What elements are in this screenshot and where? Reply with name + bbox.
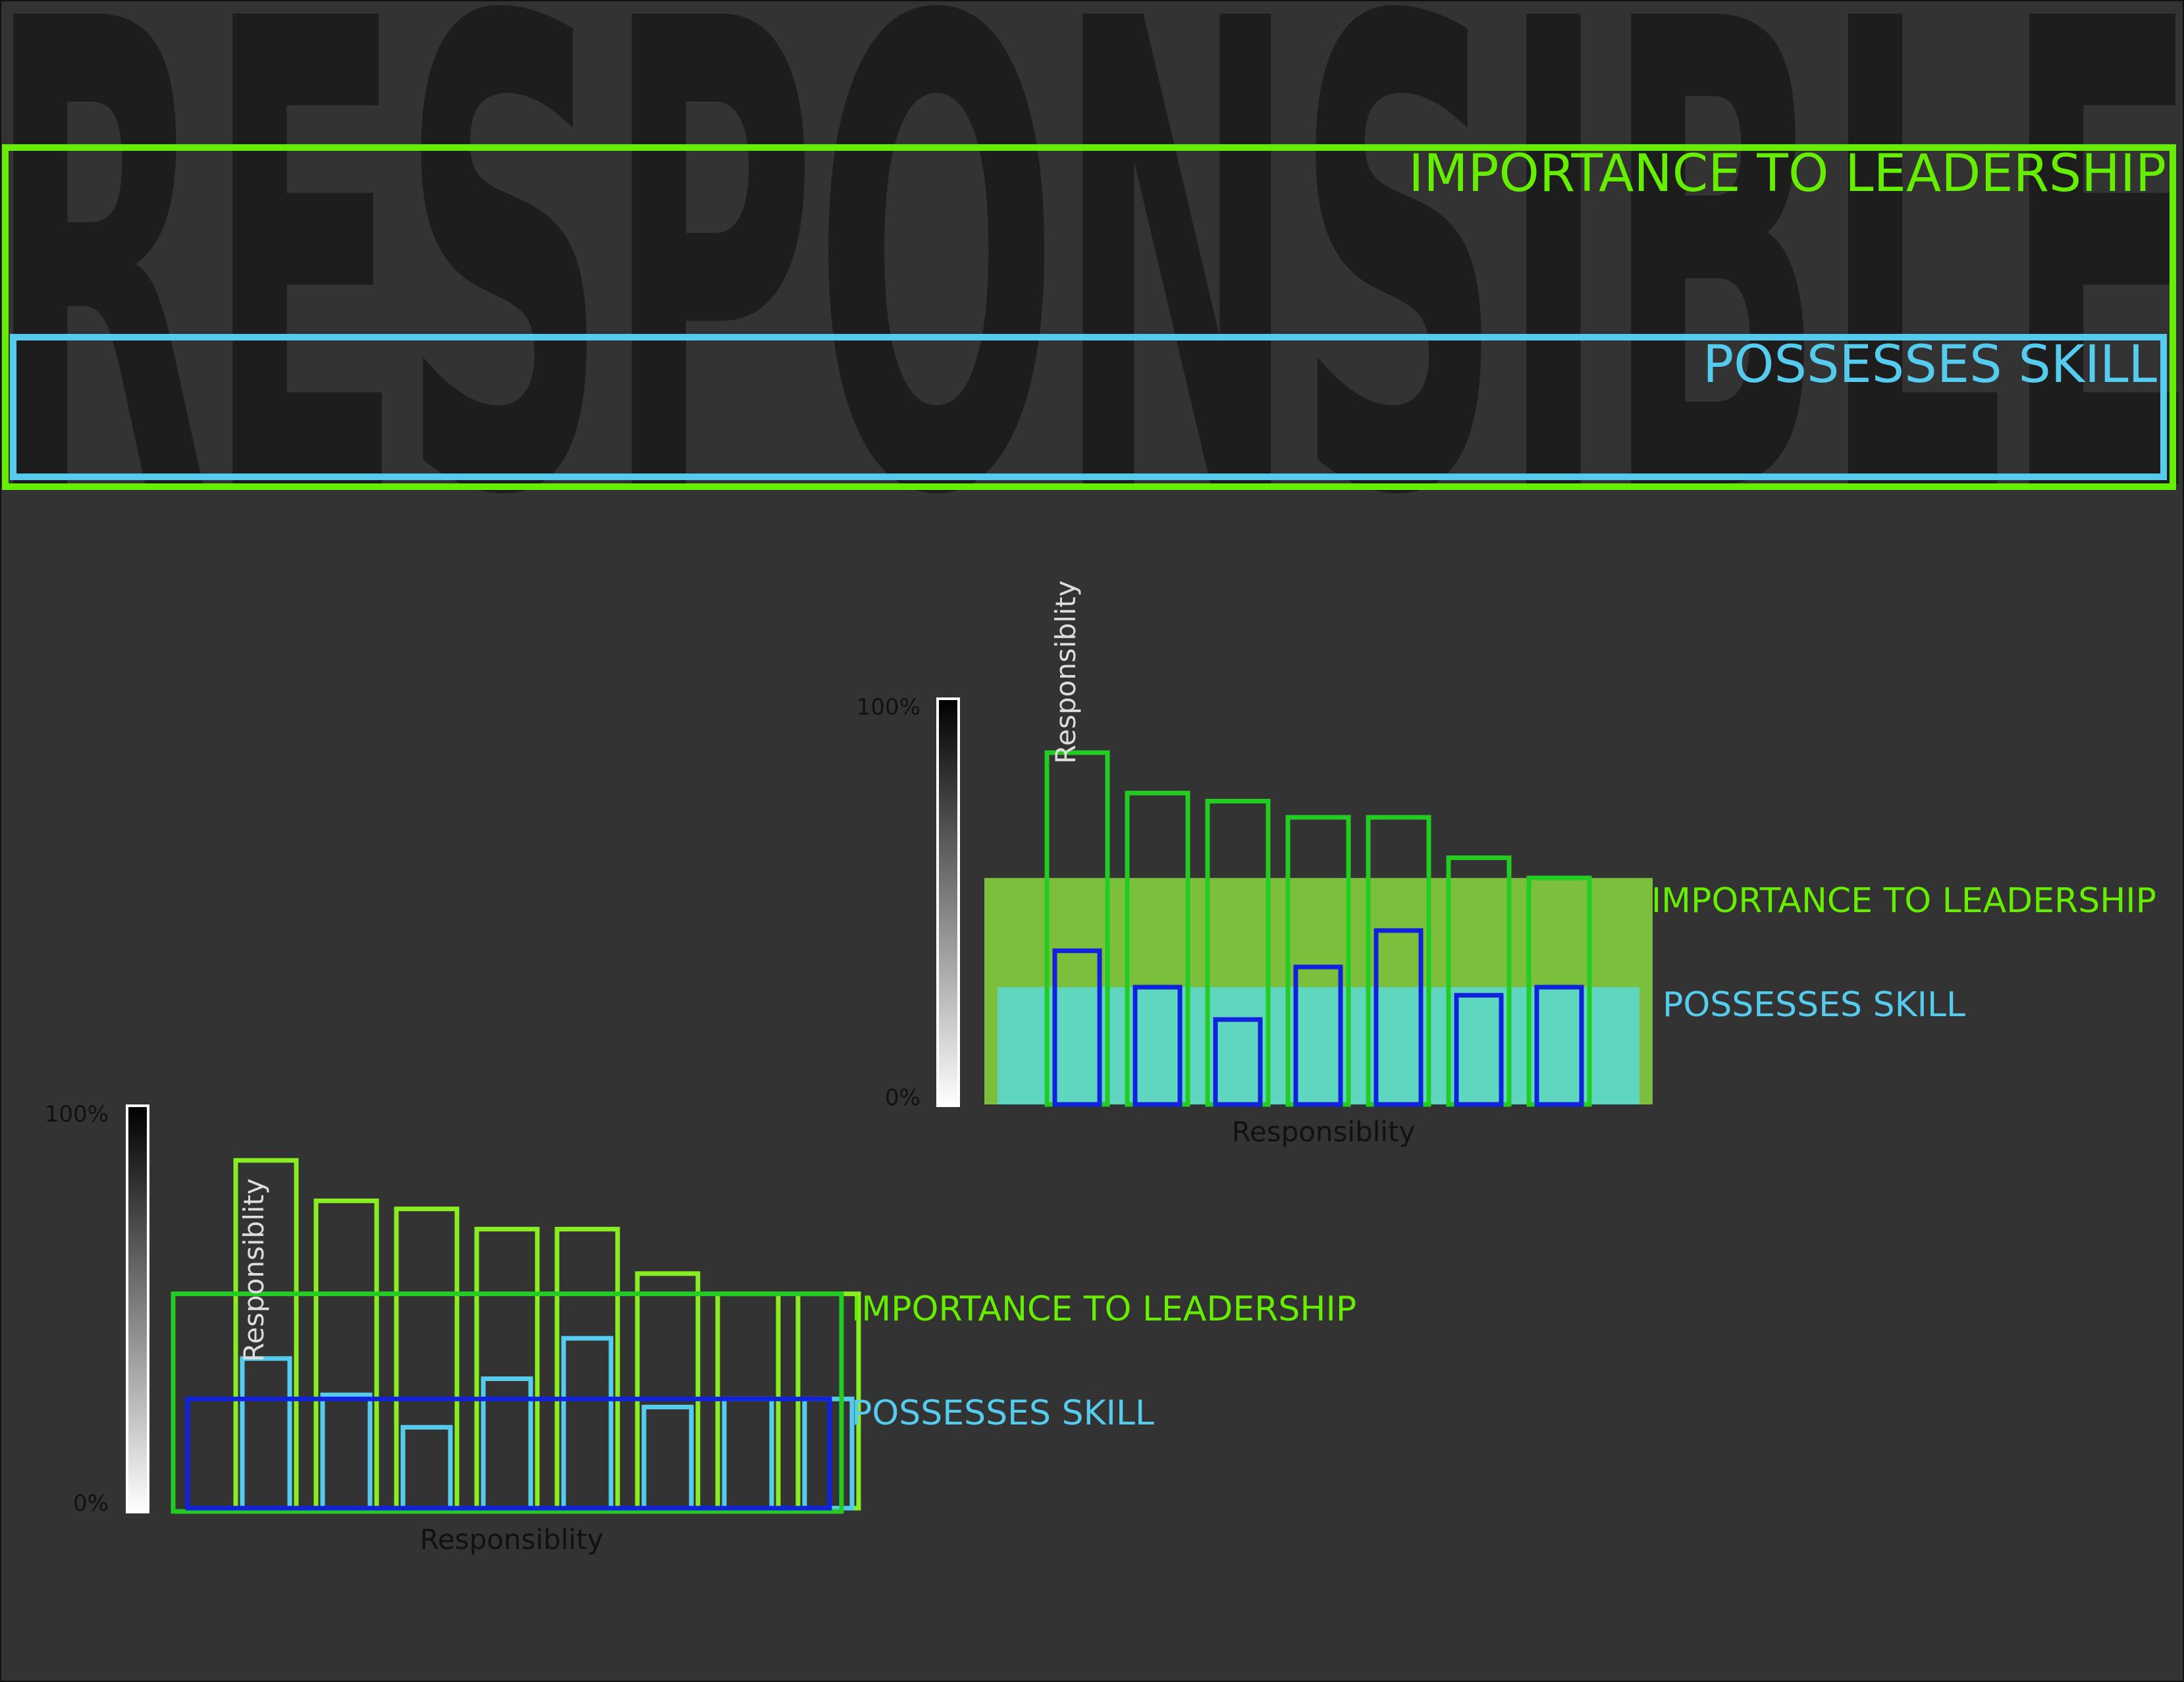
- chart-b-y-axis-label: Responsiblity: [238, 1178, 270, 1362]
- chart-b-skill-band: [185, 1396, 832, 1511]
- chart-b-y-top-label: 100%: [45, 1101, 109, 1127]
- chart-a-skill-bars: [1052, 928, 1584, 1107]
- chart-b-importance-band: [171, 1291, 844, 1514]
- skill-bar: [1454, 992, 1504, 1107]
- chart-a-importance-legend: IMPORTANCE TO LEADERSHIP: [1651, 881, 2156, 921]
- skill-bar: [1534, 985, 1584, 1107]
- chart-b-y-bottom-label: 0%: [73, 1490, 109, 1517]
- chart-b-scale-bar: [126, 1104, 149, 1513]
- header-skill-label: POSSESSES SKILL: [1703, 335, 2157, 394]
- chart-filled-bands: 100% 0% IMPORTANCE TO LEADERSHIP POSSESS…: [857, 580, 2156, 1148]
- header-skill-frame: [10, 334, 2167, 480]
- chart-a-y-axis-label: Responsiblity: [1050, 580, 1082, 764]
- skill-bar: [1373, 928, 1424, 1107]
- chart-a-skill-band: [998, 987, 1639, 1104]
- chart-b-skill-legend: POSSESSES SKILL: [851, 1394, 1154, 1433]
- chart-b-x-axis-label: Responsiblity: [420, 1523, 604, 1556]
- chart-a-skill-legend: POSSESSES SKILL: [1663, 985, 1965, 1025]
- skill-bar: [1052, 948, 1102, 1107]
- chart-outlined-bands: 100% 0% IMPORTANCE TO LEADERSHIP POSSESS…: [45, 1101, 1356, 1556]
- chart-a-y-top-label: 100%: [857, 694, 920, 720]
- chart-b-importance-legend: IMPORTANCE TO LEADERSHIP: [851, 1289, 1356, 1329]
- skill-bar: [1132, 985, 1183, 1107]
- chart-a-x-axis-label: Responsiblity: [1232, 1116, 1416, 1148]
- chart-a-y-bottom-label: 0%: [885, 1085, 920, 1111]
- big-title-word: RESPONSIBLE: [0, 0, 2184, 637]
- skill-bar: [1213, 1017, 1263, 1107]
- header-importance-label: IMPORTANCE TO LEADERSHIP: [1408, 144, 2166, 203]
- skill-bar: [1293, 964, 1343, 1107]
- header-importance-frame: [2, 144, 2176, 490]
- chart-a-scale-bar: [936, 697, 960, 1107]
